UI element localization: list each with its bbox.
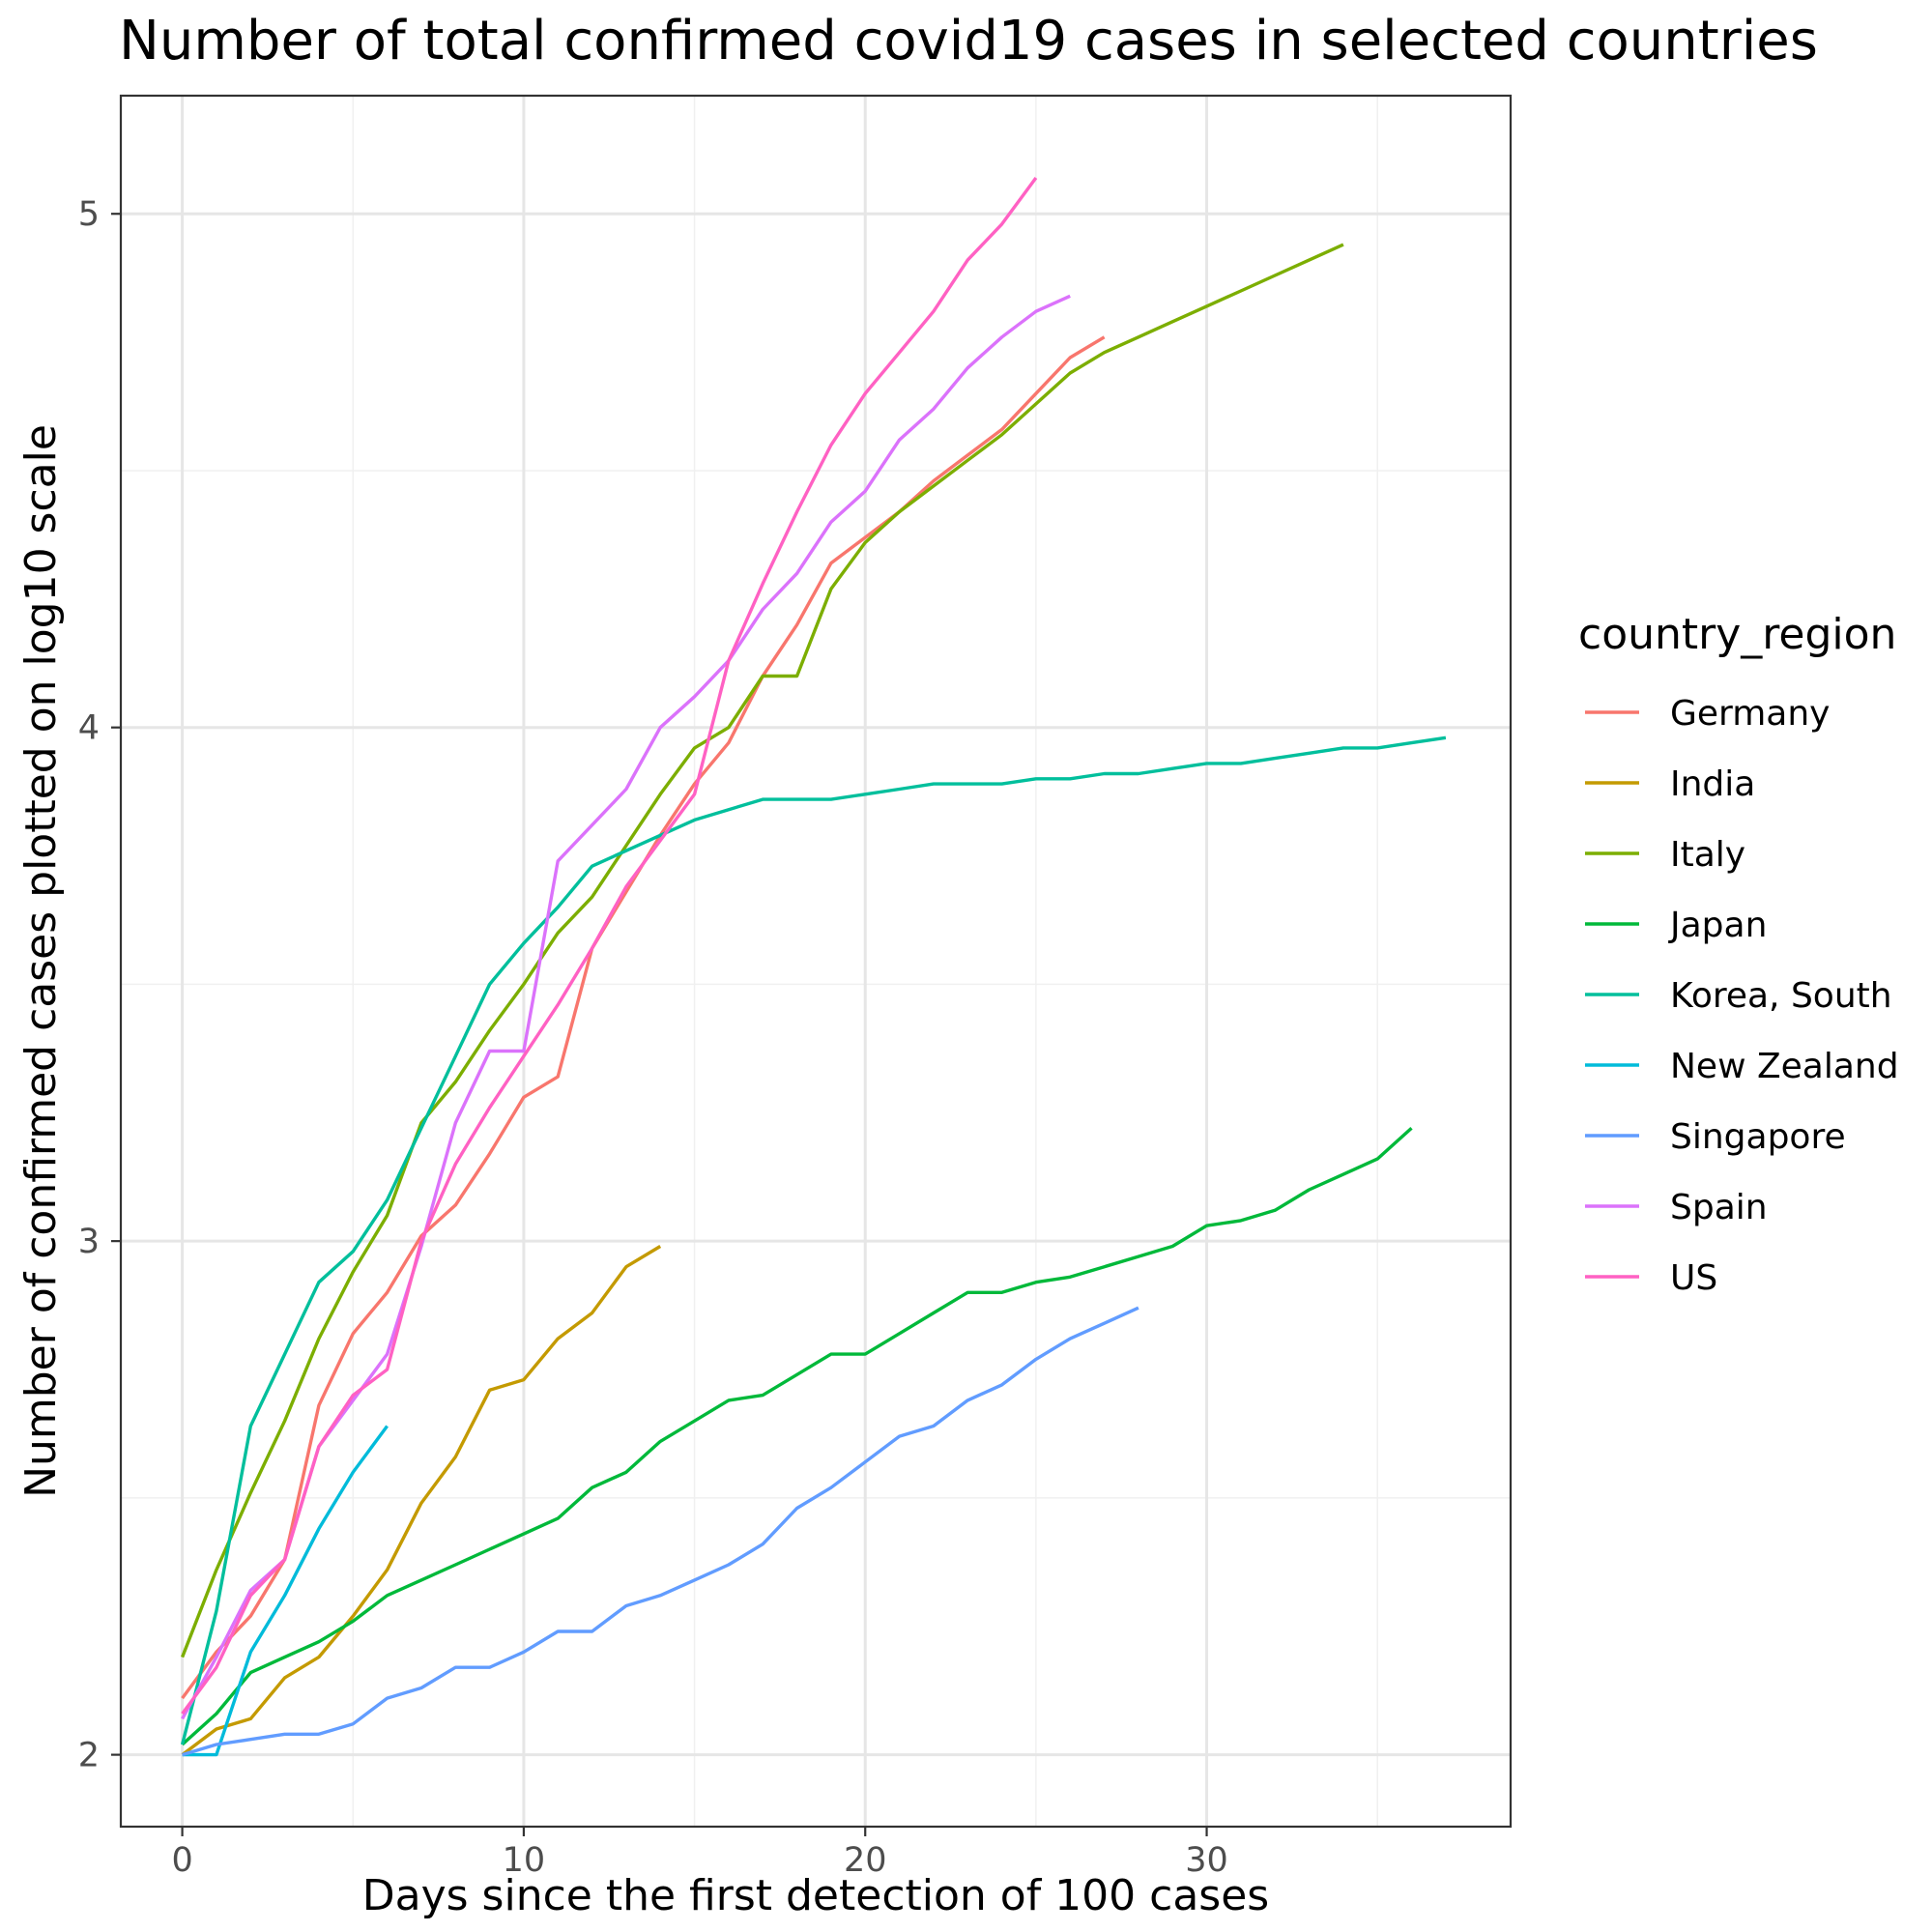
legend-label: Germany	[1670, 694, 1830, 734]
plot-panel	[119, 94, 1513, 1829]
legend-label: Singapore	[1670, 1117, 1846, 1157]
x-tick-label: 10	[503, 1841, 546, 1880]
series-line-japan	[181, 1126, 1413, 1746]
legend-label: India	[1670, 764, 1755, 804]
series-line-korea-south	[180, 735, 1447, 1745]
legend-title: country_region	[1578, 610, 1896, 659]
series-lines	[180, 176, 1447, 1757]
y-tick-label: 5	[78, 195, 100, 234]
x-axis: 0 10 20 30	[171, 1827, 1228, 1880]
y-tick-label: 3	[78, 1223, 100, 1261]
legend-label: Korea, South	[1670, 976, 1892, 1016]
y-tick-label: 2	[78, 1737, 100, 1775]
series-line-india	[181, 1245, 662, 1756]
x-tick-label: 30	[1185, 1841, 1228, 1880]
legend-label: Italy	[1670, 835, 1745, 875]
x-tick-label: 20	[844, 1841, 887, 1880]
panel-border	[119, 94, 1513, 1829]
series-line-singapore	[182, 1306, 1139, 1757]
series-line-italy	[181, 243, 1344, 1658]
series-line-us	[181, 176, 1038, 1716]
panel-background	[121, 96, 1511, 1827]
legend-label: New Zealand	[1670, 1047, 1899, 1086]
chart-title: Number of total confirmed covid19 cases …	[119, 10, 1818, 72]
x-axis-title: Days since the first detection of 100 ca…	[362, 1871, 1269, 1920]
minor-gridlines	[121, 96, 1511, 1827]
y-tick-label: 4	[78, 709, 100, 748]
legend-label: US	[1670, 1258, 1717, 1298]
series-line-new-zealand	[182, 1425, 389, 1757]
y-axis: 2 3 4 5	[78, 195, 121, 1775]
legend-label: Japan	[1668, 906, 1767, 945]
major-gridlines	[121, 96, 1511, 1827]
legend-label: Spain	[1670, 1188, 1768, 1227]
legend-items: Germany India Italy Japan Korea, South New Ze…	[1585, 694, 1899, 1298]
y-axis-title: Number of confirmed cases plotted on log…	[16, 424, 66, 1498]
x-tick-label: 0	[171, 1841, 192, 1880]
legend: country_region Germany India Italy Japan Kor…	[1578, 610, 1899, 1298]
